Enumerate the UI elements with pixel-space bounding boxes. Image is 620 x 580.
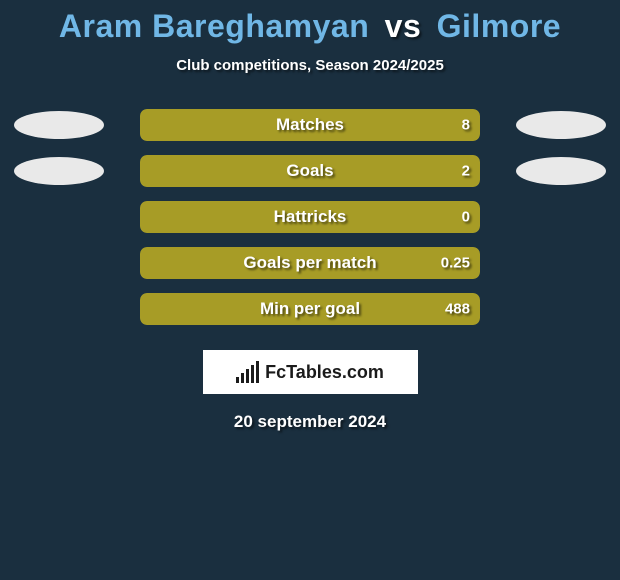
comparison-card: Aram Bareghamyan vs Gilmore Club competi… bbox=[0, 0, 620, 432]
stat-row: Hattricks0 bbox=[0, 194, 620, 240]
vs-word: vs bbox=[385, 8, 422, 44]
stat-bar-fill bbox=[140, 155, 480, 187]
stat-bar: Goals2 bbox=[140, 155, 480, 187]
player-b-marker bbox=[516, 157, 606, 185]
player-a-name: Aram Bareghamyan bbox=[59, 8, 369, 44]
stat-bar: Goals per match0.25 bbox=[140, 247, 480, 279]
stat-bar: Hattricks0 bbox=[140, 201, 480, 233]
logo-text: FcTables.com bbox=[265, 362, 384, 383]
stat-bar: Min per goal488 bbox=[140, 293, 480, 325]
stat-row: Min per goal488 bbox=[0, 286, 620, 332]
player-a-marker bbox=[14, 157, 104, 185]
page-title: Aram Bareghamyan vs Gilmore bbox=[0, 8, 620, 45]
player-a-marker bbox=[14, 111, 104, 139]
stat-bar-fill bbox=[140, 201, 480, 233]
player-b-marker bbox=[516, 111, 606, 139]
date-text: 20 september 2024 bbox=[0, 412, 620, 432]
bars-chart-icon bbox=[236, 361, 259, 383]
subtitle: Club competitions, Season 2024/2025 bbox=[0, 57, 620, 74]
stat-row: Matches8 bbox=[0, 102, 620, 148]
stat-bar-fill bbox=[140, 247, 480, 279]
stat-row: Goals per match0.25 bbox=[0, 240, 620, 286]
stat-bar-fill bbox=[140, 109, 480, 141]
stat-bar: Matches8 bbox=[140, 109, 480, 141]
logo-box[interactable]: FcTables.com bbox=[203, 350, 418, 394]
stat-row: Goals2 bbox=[0, 148, 620, 194]
stats-list: Matches8 Goals2 Hattricks0 Goals per match0… bbox=[0, 102, 620, 332]
stat-bar-fill bbox=[140, 293, 480, 325]
player-b-name: Gilmore bbox=[437, 8, 561, 44]
